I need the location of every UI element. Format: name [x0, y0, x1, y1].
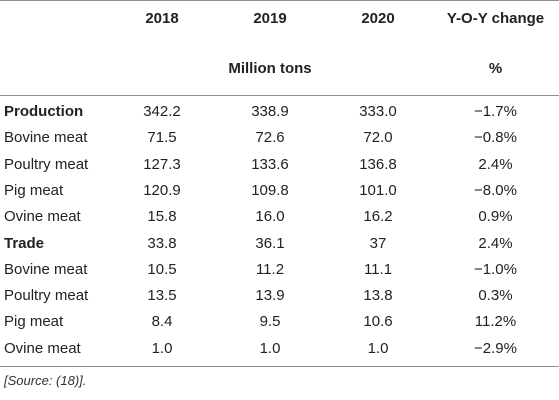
cell-yoy-change: 0.3% [478, 287, 513, 304]
header-rule [0, 95, 559, 96]
cell-2019: 16.0 [255, 208, 285, 225]
cell-2020: 136.8 [359, 156, 397, 173]
cell-2019: 338.9 [251, 103, 289, 120]
row-label: Poultry meat [4, 287, 89, 304]
cell-2018: 71.5 [147, 129, 177, 146]
cell-2018: 342.2 [143, 103, 181, 120]
cell-2020: 37 [369, 235, 387, 252]
row-label: Ovine meat [4, 208, 81, 225]
header-unit-million-tons: Million tons [228, 60, 312, 77]
cell-2020: 1.0 [367, 340, 389, 357]
cell-yoy-change: 0.9% [478, 208, 513, 225]
top-rule [0, 0, 559, 1]
cell-yoy-change: −0.8% [474, 129, 517, 146]
cell-2018: 13.5 [147, 287, 177, 304]
cell-2020: 101.0 [359, 182, 397, 199]
cell-2019: 11.2 [255, 261, 285, 278]
header-year-2020: 2020 [361, 10, 395, 27]
cell-yoy-change: 2.4% [478, 235, 513, 252]
row-label: Bovine meat [4, 129, 88, 146]
cell-2019: 72.6 [255, 129, 285, 146]
cell-2020: 72.0 [363, 129, 393, 146]
cell-yoy-change: −2.9% [474, 340, 517, 357]
cell-2020: 11.1 [363, 261, 393, 278]
cell-2018: 10.5 [147, 261, 177, 278]
cell-yoy-change: 2.4% [478, 156, 513, 173]
header-year-2018: 2018 [145, 10, 179, 27]
cell-2020: 16.2 [363, 208, 393, 225]
row-label: Production [4, 103, 84, 120]
cell-2019: 109.8 [251, 182, 289, 199]
bottom-rule [0, 366, 559, 367]
cell-2018: 1.0 [151, 340, 173, 357]
row-label: Poultry meat [4, 156, 89, 173]
cell-yoy-change: 11.2% [474, 313, 517, 330]
cell-2018: 127.3 [143, 156, 181, 173]
cell-2019: 1.0 [259, 340, 281, 357]
cell-2018: 15.8 [147, 208, 177, 225]
cell-2020: 13.8 [363, 287, 393, 304]
row-label: Bovine meat [4, 261, 88, 278]
header-yoy-change: Y-O-Y change [446, 10, 545, 27]
cell-2019: 133.6 [251, 156, 289, 173]
row-label: Pig meat [4, 182, 64, 199]
cell-2018: 120.9 [143, 182, 181, 199]
header-year-2019: 2019 [253, 10, 287, 27]
row-label: Trade [4, 235, 45, 252]
cell-yoy-change: −1.0% [474, 261, 517, 278]
cell-yoy-change: −8.0% [474, 182, 517, 199]
cell-2020: 10.6 [363, 313, 393, 330]
row-label: Pig meat [4, 313, 64, 330]
source-note: [Source: (18)]. [4, 373, 87, 388]
cell-2019: 9.5 [259, 313, 281, 330]
cell-2018: 33.8 [147, 235, 177, 252]
row-label: Ovine meat [4, 340, 81, 357]
header-unit-percent: % [488, 60, 503, 77]
cell-2019: 13.9 [255, 287, 285, 304]
cell-2019: 36.1 [255, 235, 285, 252]
cell-2018: 8.4 [151, 313, 173, 330]
cell-yoy-change: −1.7% [474, 103, 517, 120]
cell-2020: 333.0 [359, 103, 397, 120]
